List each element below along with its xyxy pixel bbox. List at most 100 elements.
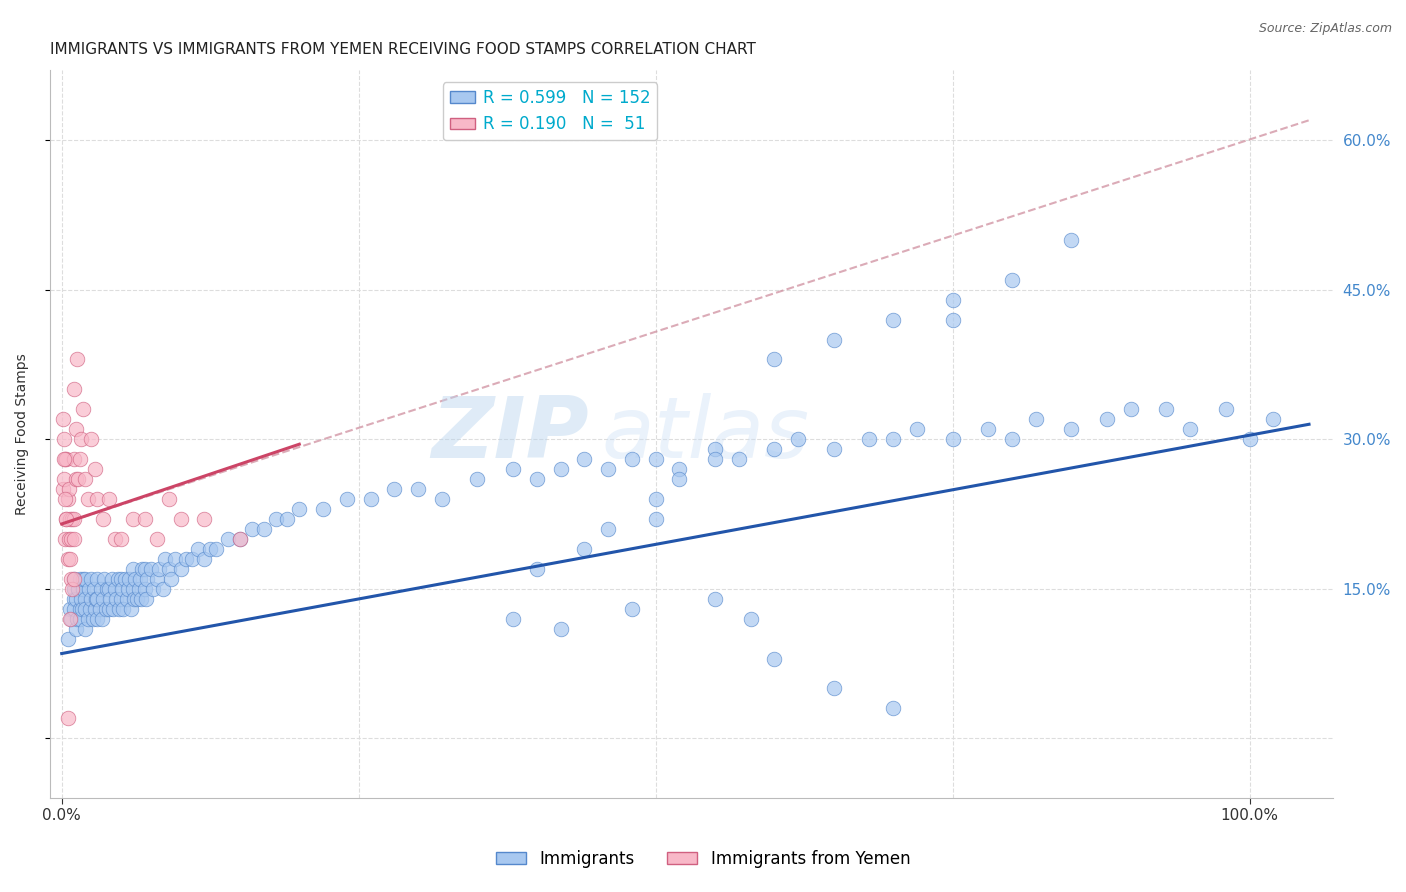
Point [107, 601, 129, 615]
Point [66, 612, 89, 626]
Point [59, 601, 82, 615]
Point [163, 552, 186, 566]
Point [84, 601, 107, 615]
Point [98, 601, 121, 615]
Point [131, 562, 153, 576]
Point [58, 482, 80, 496]
Point [77, 582, 100, 596]
Point [135, 591, 157, 606]
Legend: Immigrants, Immigrants from Yemen: Immigrants, Immigrants from Yemen [489, 844, 917, 875]
Point [100, 591, 122, 606]
Point [574, 452, 596, 467]
Point [62, 572, 84, 586]
Point [86, 491, 108, 506]
Point [360, 491, 382, 506]
Point [60, 512, 83, 526]
Point [181, 552, 204, 566]
Point [122, 512, 145, 526]
Text: IMMIGRANTS VS IMMIGRANTS FROM YEMEN RECEIVING FOOD STAMPS CORRELATION CHART: IMMIGRANTS VS IMMIGRANTS FROM YEMEN RECE… [49, 42, 755, 57]
Point [169, 562, 191, 576]
Point [66, 352, 89, 367]
Point [69, 591, 91, 606]
Point [80, 591, 103, 606]
Point [336, 491, 359, 506]
Point [105, 591, 128, 606]
Point [1180, 422, 1202, 436]
Point [1119, 402, 1142, 417]
Point [124, 572, 146, 586]
Point [176, 552, 198, 566]
Point [1025, 412, 1047, 426]
Point [91, 512, 114, 526]
Point [60, 532, 83, 546]
Point [160, 572, 183, 586]
Point [56, 552, 79, 566]
Point [406, 482, 429, 496]
Point [240, 522, 263, 536]
Point [139, 562, 162, 576]
Point [69, 612, 91, 626]
Point [942, 312, 965, 326]
Point [55, 512, 77, 526]
Point [104, 582, 127, 596]
Point [644, 452, 666, 467]
Point [53, 472, 76, 486]
Point [115, 591, 138, 606]
Point [86, 591, 108, 606]
Point [823, 681, 845, 696]
Point [905, 422, 928, 436]
Point [1095, 412, 1118, 426]
Point [1239, 432, 1261, 446]
Point [59, 512, 82, 526]
Point [56, 632, 79, 646]
Text: atlas: atlas [602, 392, 810, 475]
Point [129, 591, 152, 606]
Point [704, 591, 727, 606]
Point [90, 582, 112, 596]
Point [727, 452, 749, 467]
Point [550, 622, 572, 636]
Point [430, 491, 453, 506]
Point [94, 601, 117, 615]
Point [80, 432, 103, 446]
Point [52, 482, 75, 496]
Point [65, 472, 87, 486]
Point [942, 432, 965, 446]
Point [110, 572, 132, 586]
Point [69, 452, 91, 467]
Point [89, 601, 111, 615]
Point [53, 532, 76, 546]
Point [75, 601, 97, 615]
Point [1001, 432, 1024, 446]
Point [75, 472, 97, 486]
Point [82, 612, 104, 626]
Point [86, 612, 108, 626]
Point [882, 701, 904, 715]
Point [70, 601, 93, 615]
Point [148, 562, 170, 576]
Point [142, 582, 165, 596]
Point [98, 582, 121, 596]
Point [502, 462, 524, 476]
Point [60, 612, 83, 626]
Point [62, 591, 84, 606]
Point [112, 601, 135, 615]
Point [1060, 422, 1083, 436]
Point [72, 572, 94, 586]
Point [118, 572, 141, 586]
Point [704, 452, 727, 467]
Point [763, 352, 786, 367]
Point [620, 601, 643, 615]
Point [157, 562, 180, 576]
Point [977, 422, 1000, 436]
Point [526, 472, 548, 486]
Point [104, 532, 127, 546]
Point [62, 601, 84, 615]
Point [598, 462, 620, 476]
Point [942, 293, 965, 307]
Point [53, 432, 76, 446]
Point [62, 582, 84, 596]
Point [65, 591, 87, 606]
Point [644, 512, 666, 526]
Point [110, 532, 132, 546]
